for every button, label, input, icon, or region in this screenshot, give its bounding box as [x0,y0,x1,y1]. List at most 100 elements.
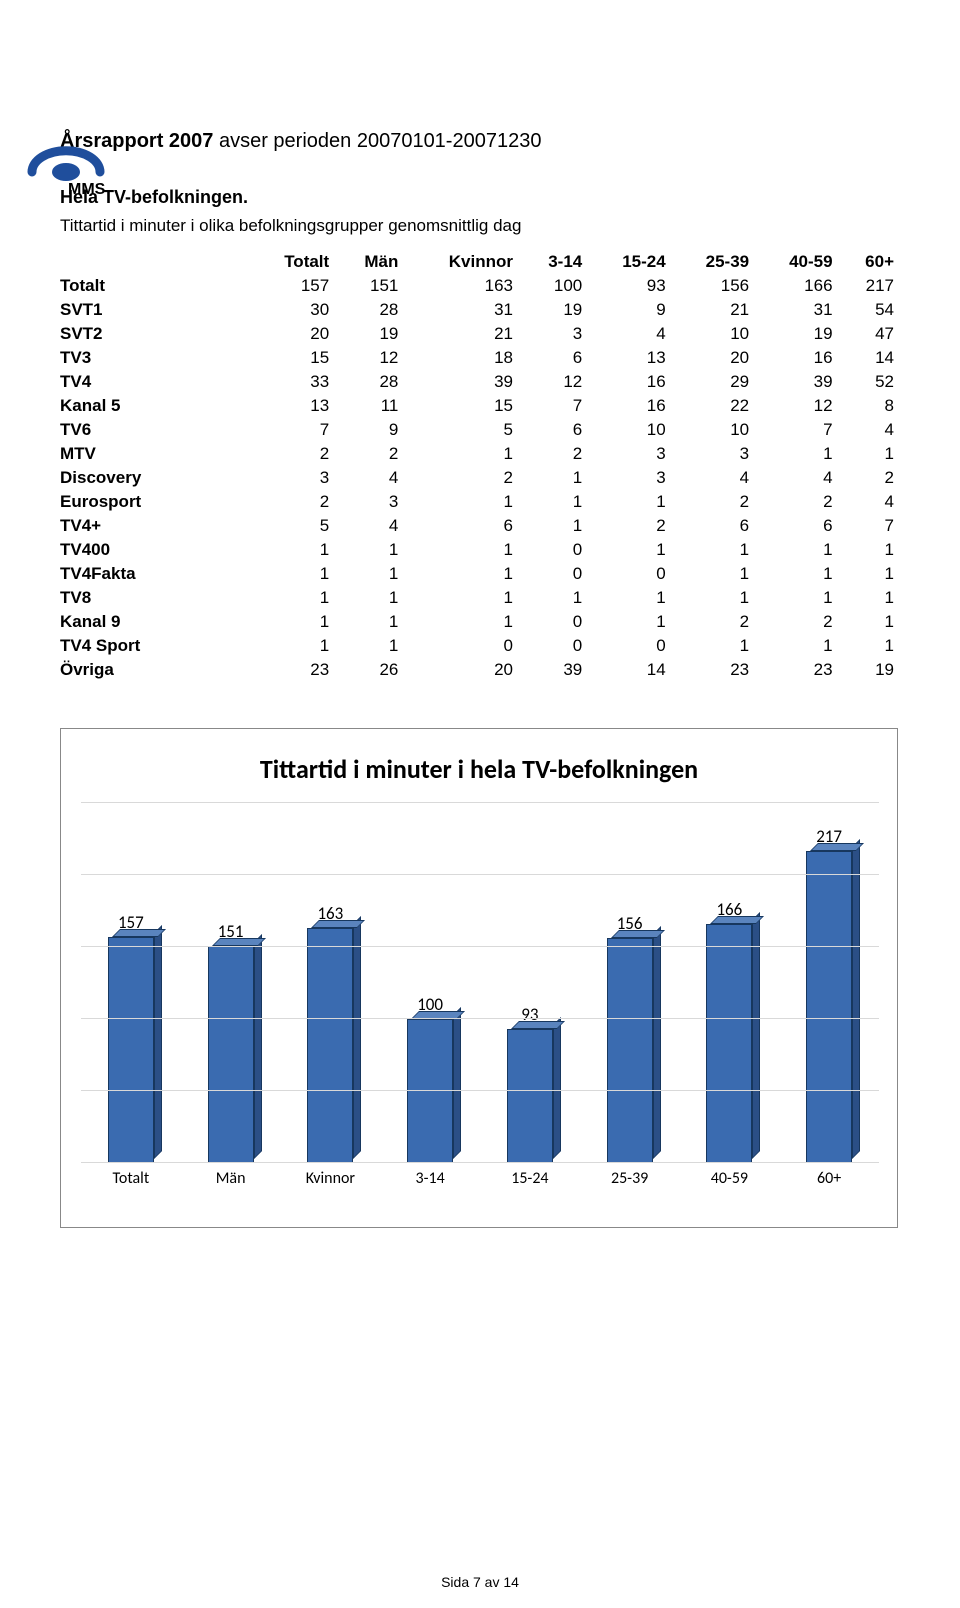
cell: 54 [839,298,900,322]
cell: 19 [335,322,404,346]
cell: 2 [249,490,335,514]
x-axis-label: 25-39 [580,1169,680,1188]
gridline [81,1090,879,1091]
cell: 19 [755,322,838,346]
col-header: Totalt [249,250,335,274]
cell: 1 [839,538,900,562]
cell: 1 [404,610,519,634]
table-row: TV4+54612667 [60,514,900,538]
row-label: Discovery [60,466,249,490]
cell: 1 [249,562,335,586]
cell: 2 [839,466,900,490]
cell: 2 [588,514,671,538]
table-row: SVT1302831199213154 [60,298,900,322]
cell: 2 [335,442,404,466]
cell: 0 [519,562,588,586]
bar: 157 [81,912,181,1163]
cell: 4 [839,490,900,514]
chart-title: Tittartid i minuter i hela TV-befolkning… [81,753,877,785]
cell: 3 [249,466,335,490]
cell: 9 [588,298,671,322]
cell: 0 [588,634,671,658]
bar: 151 [181,921,281,1163]
bar: 93 [480,1004,580,1163]
row-label: TV3 [60,346,249,370]
cell: 6 [519,346,588,370]
cell: 2 [249,442,335,466]
cell: 21 [404,322,519,346]
cell: 0 [404,634,519,658]
mms-logo: MMS [18,138,128,211]
cell: 1 [249,538,335,562]
cell: 7 [839,514,900,538]
cell: 1 [755,562,838,586]
cell: 19 [839,658,900,682]
cell: 1 [335,586,404,610]
row-label: TV4Fakta [60,562,249,586]
cell: 1 [519,466,588,490]
cell: 1 [588,538,671,562]
cell: 93 [588,274,671,298]
gridline [81,874,879,875]
x-axis-label: Totalt [81,1169,181,1188]
row-label: SVT1 [60,298,249,322]
cell: 39 [404,370,519,394]
cell: 1 [755,538,838,562]
cell: 47 [839,322,900,346]
cell: 23 [249,658,335,682]
cell: 6 [519,418,588,442]
page-footer: Sida 7 av 14 [0,1574,960,1590]
cell: 151 [335,274,404,298]
cell: 3 [335,490,404,514]
cell: 1 [335,610,404,634]
cell: 1 [249,586,335,610]
cell: 217 [839,274,900,298]
cell: 1 [588,586,671,610]
cell: 163 [404,274,519,298]
cell: 2 [755,490,838,514]
cell: 2 [404,466,519,490]
x-axis-label: 3-14 [380,1169,480,1188]
cell: 1 [755,586,838,610]
row-label: Kanal 9 [60,610,249,634]
cell: 4 [588,322,671,346]
cell: 0 [588,562,671,586]
cell: 20 [249,322,335,346]
x-axis-label: Kvinnor [281,1169,381,1188]
cell: 39 [519,658,588,682]
cell: 31 [755,298,838,322]
gridline [81,946,879,947]
cell: 1 [519,514,588,538]
cell: 19 [519,298,588,322]
plot-area: 15715116310093156166217 [81,803,879,1163]
cell: 1 [755,442,838,466]
cell: 15 [249,346,335,370]
cell: 2 [519,442,588,466]
cell: 39 [755,370,838,394]
cell: 4 [672,466,755,490]
row-label: TV6 [60,418,249,442]
table-row: TV67956101074 [60,418,900,442]
cell: 2 [755,610,838,634]
cell: 157 [249,274,335,298]
cell: 33 [249,370,335,394]
gridline [81,802,879,803]
cell: 28 [335,370,404,394]
cell: 10 [588,418,671,442]
table-row: Kanal 513111571622128 [60,394,900,418]
row-label: TV4 [60,370,249,394]
cell: 3 [588,466,671,490]
cell: 6 [404,514,519,538]
cell: 1 [839,610,900,634]
cell: 15 [404,394,519,418]
table-row: SVT220192134101947 [60,322,900,346]
subtitle: Hela TV-befolkningen. [60,187,900,208]
cell: 5 [404,418,519,442]
cell: 1 [519,586,588,610]
cell: 1 [249,634,335,658]
cell: 1 [839,562,900,586]
cell: 156 [672,274,755,298]
data-table: TotaltMänKvinnor3-1415-2425-3940-5960+ T… [60,250,900,682]
cell: 14 [588,658,671,682]
cell: 1 [672,562,755,586]
